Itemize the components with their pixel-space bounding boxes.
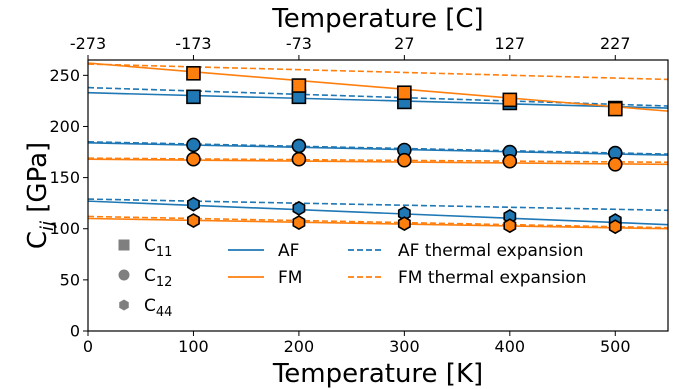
fit-line-4 — [87, 63, 669, 81]
data-point-fm-c12-5 — [607, 157, 623, 172]
plot-frame — [87, 59, 669, 332]
data-point-af-c44-1 — [187, 196, 200, 212]
data-point-fm-c44-5 — [608, 219, 622, 235]
data-point-fm-c11-3 — [397, 85, 412, 101]
data-point-af-c12-1 — [186, 137, 201, 153]
legend-label-square: C11 — [144, 236, 172, 260]
data-point-fm-c44-4 — [503, 218, 517, 234]
y-tick-label: 0 — [70, 322, 80, 341]
y-axis-title-unit: [GPa] — [23, 142, 53, 221]
legend-marker-hexagon — [119, 299, 129, 311]
legend-label-circle: C12 — [144, 266, 172, 290]
fit-line-11 — [87, 217, 669, 230]
y-tick-label: 100 — [49, 219, 80, 238]
top-x-tick-label: -173 — [175, 34, 211, 53]
legend-label-sub: 11 — [156, 245, 173, 260]
fit-line-1 — [87, 91, 669, 109]
data-point-fm-c11-4 — [502, 92, 518, 108]
x-tick-label: 400 — [495, 337, 526, 356]
fit-line-6 — [87, 141, 669, 155]
y-tick-label: 200 — [49, 117, 80, 136]
data-point-fm-c12-3 — [397, 152, 412, 168]
fit-line-3 — [87, 62, 669, 112]
x-tick-label: 200 — [284, 337, 315, 356]
fit-line-8 — [87, 157, 669, 164]
data-point-af-c11-1 — [186, 89, 201, 105]
legend-label-main: C — [144, 296, 156, 316]
legend-marker-circle — [118, 269, 130, 281]
fit-line-12 — [87, 215, 669, 229]
data-point-af-c44-2 — [292, 200, 306, 216]
data-point-fm-c44-1 — [187, 213, 200, 228]
legend-line-label-2: FM — [278, 268, 302, 288]
y-axis-title: Cij [GPa] — [23, 142, 58, 249]
legend-line-label-3: AF thermal expansion — [398, 241, 583, 261]
data-point-fm-c44-3 — [397, 216, 411, 232]
fit-line-2 — [87, 86, 669, 107]
top-x-tick-label: 227 — [600, 34, 631, 53]
fit-line-5 — [87, 142, 669, 156]
legend-label-main: C — [144, 266, 156, 286]
fit-line-9 — [87, 200, 669, 226]
x-axis-title: Temperature [K] — [272, 359, 483, 389]
y-tick-label: 50 — [60, 270, 80, 289]
legend-marker-square — [118, 239, 130, 251]
legend-label-sub: 44 — [156, 305, 173, 320]
data-point-fm-c11-1 — [186, 65, 201, 81]
y-tick-label: 250 — [49, 66, 80, 85]
data-point-fm-c12-2 — [291, 151, 307, 167]
top-x-tick-label: -273 — [70, 34, 106, 53]
legend-label-sub: 12 — [156, 275, 173, 290]
x-tick-label: 100 — [178, 337, 209, 356]
x-tick-label: 500 — [600, 337, 631, 356]
x-tick-label: 0 — [83, 337, 93, 356]
data-point-fm-c44-2 — [292, 215, 306, 231]
y-axis-title-main: C — [23, 231, 53, 249]
top-x-tick-label: 127 — [495, 34, 526, 53]
data-point-fm-c12-4 — [502, 153, 518, 169]
y-tick-label: 150 — [49, 168, 80, 187]
legend-label-hexagon: C44 — [144, 296, 172, 320]
plot-layer: 0 100 200 300 400 500 -273 -173 -73 27 127 227 0 50 10… — [23, 4, 669, 389]
top-x-tick-label: -73 — [286, 34, 312, 53]
x-tick-label: 300 — [389, 337, 420, 356]
data-point-af-c12-2 — [291, 138, 307, 154]
top-x-tick-label: 27 — [394, 34, 414, 53]
data-point-fm-c12-1 — [186, 151, 201, 167]
top-x-axis-title: Temperature [C] — [271, 4, 483, 34]
fit-line-7 — [87, 158, 669, 166]
legend-line-label-1: AF — [278, 241, 299, 261]
data-point-fm-c11-5 — [607, 101, 623, 117]
legend-line-label-4: FM thermal expansion — [398, 268, 587, 288]
y-axis-title-sub: ij — [37, 221, 58, 231]
legend-label-main: C — [144, 236, 156, 256]
data-point-fm-c11-2 — [291, 78, 307, 93]
fit-line-10 — [87, 198, 669, 212]
